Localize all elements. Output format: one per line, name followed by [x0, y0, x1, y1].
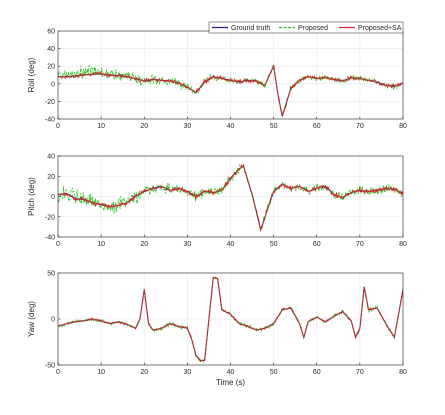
x-tick-label: 80 — [399, 123, 407, 130]
x-tick-label: 70 — [356, 123, 364, 130]
series-line-proposed — [58, 276, 403, 364]
series-line-proposed-sa — [58, 65, 403, 117]
x-tick-label: 0 — [56, 123, 60, 130]
x-tick-label: 40 — [227, 241, 235, 248]
x-tick-label: 50 — [270, 241, 278, 248]
y-tick-label: 60 — [47, 29, 55, 36]
y-axis-label: Yaw (deg) — [27, 301, 36, 337]
series-line-proposed-sa — [58, 276, 403, 362]
x-tick-label: 80 — [399, 369, 407, 376]
y-tick-label: 0 — [51, 194, 55, 201]
y-tick-label: -20 — [45, 99, 55, 106]
legend-entry-label: Proposed+SA — [358, 25, 402, 32]
legend-entry-label: Proposed — [298, 25, 328, 32]
x-tick-label: 10 — [97, 123, 105, 130]
y-tick-label: 20 — [47, 64, 55, 71]
y-tick-label: -20 — [45, 214, 55, 221]
x-tick-label: 60 — [313, 241, 321, 248]
x-tick-label: 40 — [227, 369, 235, 376]
x-tick-label: 10 — [97, 241, 105, 248]
panel-0: 0 10 20 30 40 50 60 70 80 -40 -20 0 20 40 60 Roll (deg)… — [27, 21, 407, 130]
series-line-proposed — [58, 64, 403, 117]
x-tick-label: 30 — [183, 369, 191, 376]
legend-entry-label: Ground truth — [231, 25, 270, 32]
series-line-proposed — [58, 163, 403, 231]
x-tick-label: 50 — [270, 123, 278, 130]
y-tick-label: 40 — [47, 154, 55, 161]
y-tick-label: 0 — [51, 317, 55, 324]
x-tick-label: 70 — [356, 241, 364, 248]
x-tick-label: 30 — [183, 123, 191, 130]
x-axis-label: Time (s) — [216, 378, 245, 387]
y-axis-label: Roll (deg) — [27, 57, 36, 92]
y-tick-label: 40 — [47, 46, 55, 53]
y-tick-label: 50 — [47, 271, 55, 278]
x-tick-label: 60 — [313, 369, 321, 376]
y-tick-label: 0 — [51, 81, 55, 88]
y-tick-label: -40 — [45, 117, 55, 124]
y-tick-label: -40 — [45, 235, 55, 242]
x-tick-label: 20 — [140, 369, 148, 376]
legend-box — [208, 21, 404, 34]
x-tick-label: 70 — [356, 369, 364, 376]
x-tick-label: 50 — [270, 369, 278, 376]
y-axis-label: Pitch (deg) — [27, 177, 36, 216]
panel-1: 0 10 20 30 40 50 60 70 80 -40 -20 0 20 40 Pitch (deg) — [27, 154, 407, 249]
y-tick-label: -50 — [45, 363, 55, 370]
series-line-proposed-sa — [58, 164, 403, 231]
x-tick-label: 20 — [140, 123, 148, 130]
legend: Ground truth Proposed Proposed+SA — [208, 21, 404, 34]
x-tick-label: 40 — [227, 123, 235, 130]
x-tick-label: 10 — [97, 369, 105, 376]
x-tick-label: 60 — [313, 123, 321, 130]
x-tick-label: 20 — [140, 241, 148, 248]
y-tick-label: 20 — [47, 174, 55, 181]
x-tick-label: 0 — [56, 241, 60, 248]
x-tick-label: 0 — [56, 369, 60, 376]
x-tick-label: 80 — [399, 241, 407, 248]
x-tick-label: 30 — [183, 241, 191, 248]
